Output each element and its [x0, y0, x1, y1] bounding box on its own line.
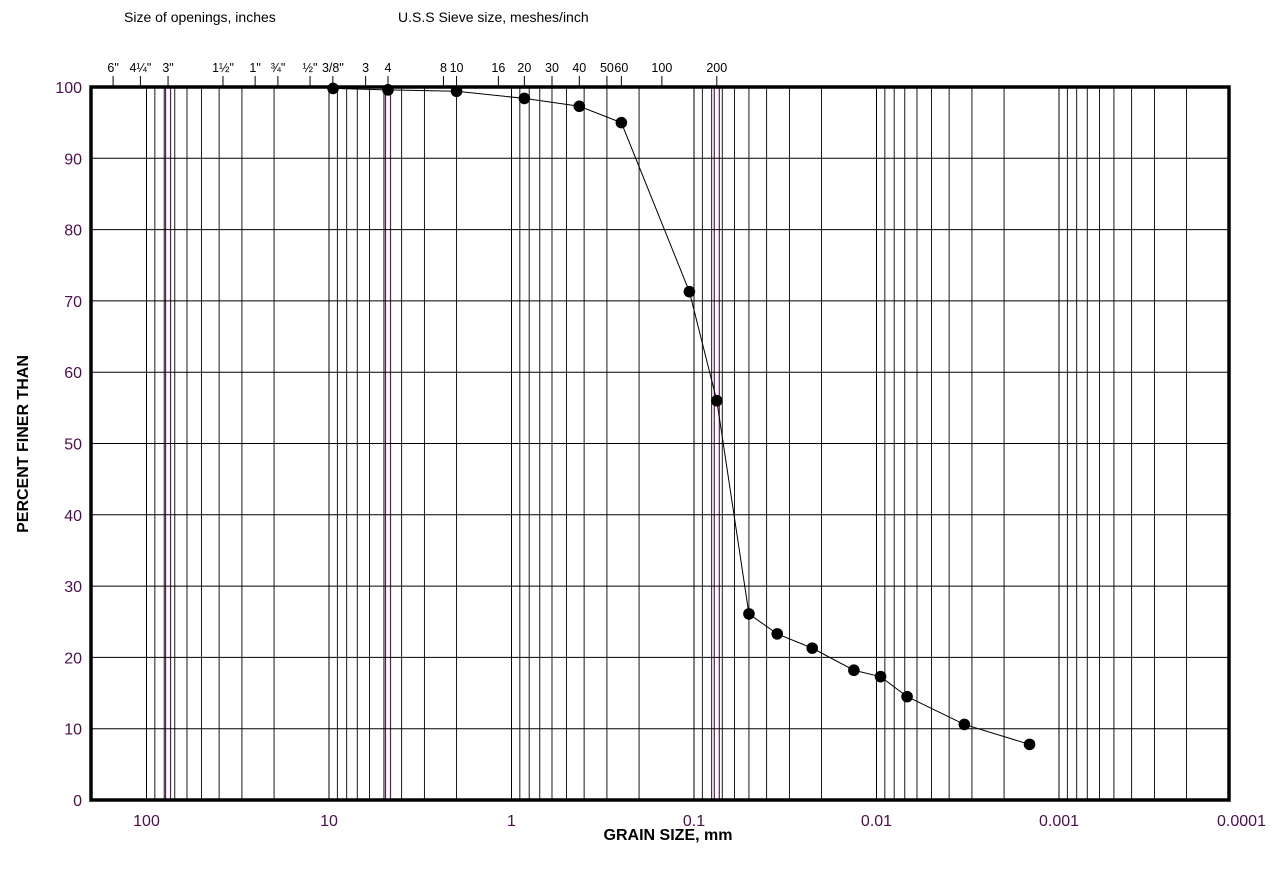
y-tick-label: 40 [64, 508, 82, 525]
x-tick-label: 0.0001 [1217, 813, 1266, 830]
sieve-size-label: 50 [600, 61, 614, 75]
y-tick-label: 50 [64, 437, 82, 454]
sieve-size-label: 16 [491, 61, 505, 75]
sieve-size-label: 30 [545, 61, 559, 75]
data-point [1023, 738, 1036, 751]
openings-header: Size of openings, inches [124, 9, 276, 25]
data-point [771, 628, 784, 640]
data-point [874, 670, 887, 683]
sieve-size-label: 100 [651, 61, 672, 75]
data-point [848, 664, 860, 677]
sieve-size-label: 4 [385, 61, 392, 75]
sieve-size-label: ½" [303, 61, 318, 75]
sieve-size-label: 10 [450, 61, 464, 75]
x-tick-label: 0.01 [861, 813, 892, 830]
data-point [711, 394, 723, 407]
data-point [743, 608, 755, 620]
y-tick-label: 100 [55, 80, 82, 97]
y-tick-label: 10 [64, 722, 82, 739]
y-axis-ticks: 0 10 20 30 40 50 60 70 80 90 100 [55, 80, 82, 810]
x-axis-ticks: 100 10 1 0.1 0.01 0.001 0.0001 [133, 813, 1266, 830]
y-tick-label: 0 [73, 793, 82, 810]
y-axis-title: PERCENT FINER THAN [15, 355, 32, 533]
y-tick-label: 20 [64, 650, 82, 667]
sieve-size-label: 3 [362, 61, 369, 75]
data-point [615, 116, 628, 129]
data-point [683, 285, 696, 298]
sieve-size-label: ¾" [270, 61, 285, 75]
data-point [518, 92, 531, 105]
y-tick-label: 30 [64, 579, 82, 596]
sieve-size-label: 1½" [212, 61, 234, 75]
y-tick-label: 60 [64, 365, 82, 382]
data-series [327, 82, 1036, 751]
x-tick-label: 1 [507, 813, 516, 830]
sieve-size-label: 4¼" [129, 61, 151, 75]
y-tick-label: 80 [64, 223, 82, 240]
sieve-size-label: 6" [107, 61, 118, 75]
data-point [901, 690, 913, 703]
x-tick-label: 0.1 [683, 813, 705, 830]
data-point [573, 100, 586, 113]
x-tick-label: 10 [320, 813, 338, 830]
y-tick-label: 90 [64, 151, 82, 168]
sieve-size-label: 3/8" [322, 61, 344, 75]
sieve-size-label: 60 [614, 61, 628, 75]
sieve-size-label: 8 [440, 61, 447, 75]
data-point [958, 718, 971, 731]
grid [91, 86, 1229, 801]
sieve-size-label: 200 [706, 61, 727, 75]
sieve-size-labels: 6" 4¼" 3" 1½" 1" ¾" ½" 3/8" 3 4 8 10 16 20 30 40 50 60 100… [107, 61, 727, 87]
sieve-header: U.S.S Sieve size, meshes/inch [398, 9, 589, 25]
sieve-size-label: 40 [572, 61, 586, 75]
x-tick-label: 0.001 [1039, 813, 1079, 830]
plot-frame [89, 85, 1231, 802]
x-axis-title: GRAIN SIZE, mm [604, 827, 733, 844]
sieve-size-label: 1" [249, 61, 260, 75]
y-tick-label: 70 [64, 294, 82, 311]
data-point [806, 642, 819, 654]
sieve-size-label: 20 [517, 61, 531, 75]
x-tick-label: 100 [133, 813, 160, 830]
sieve-size-label: 3" [162, 61, 173, 75]
series-line [333, 87, 1030, 745]
